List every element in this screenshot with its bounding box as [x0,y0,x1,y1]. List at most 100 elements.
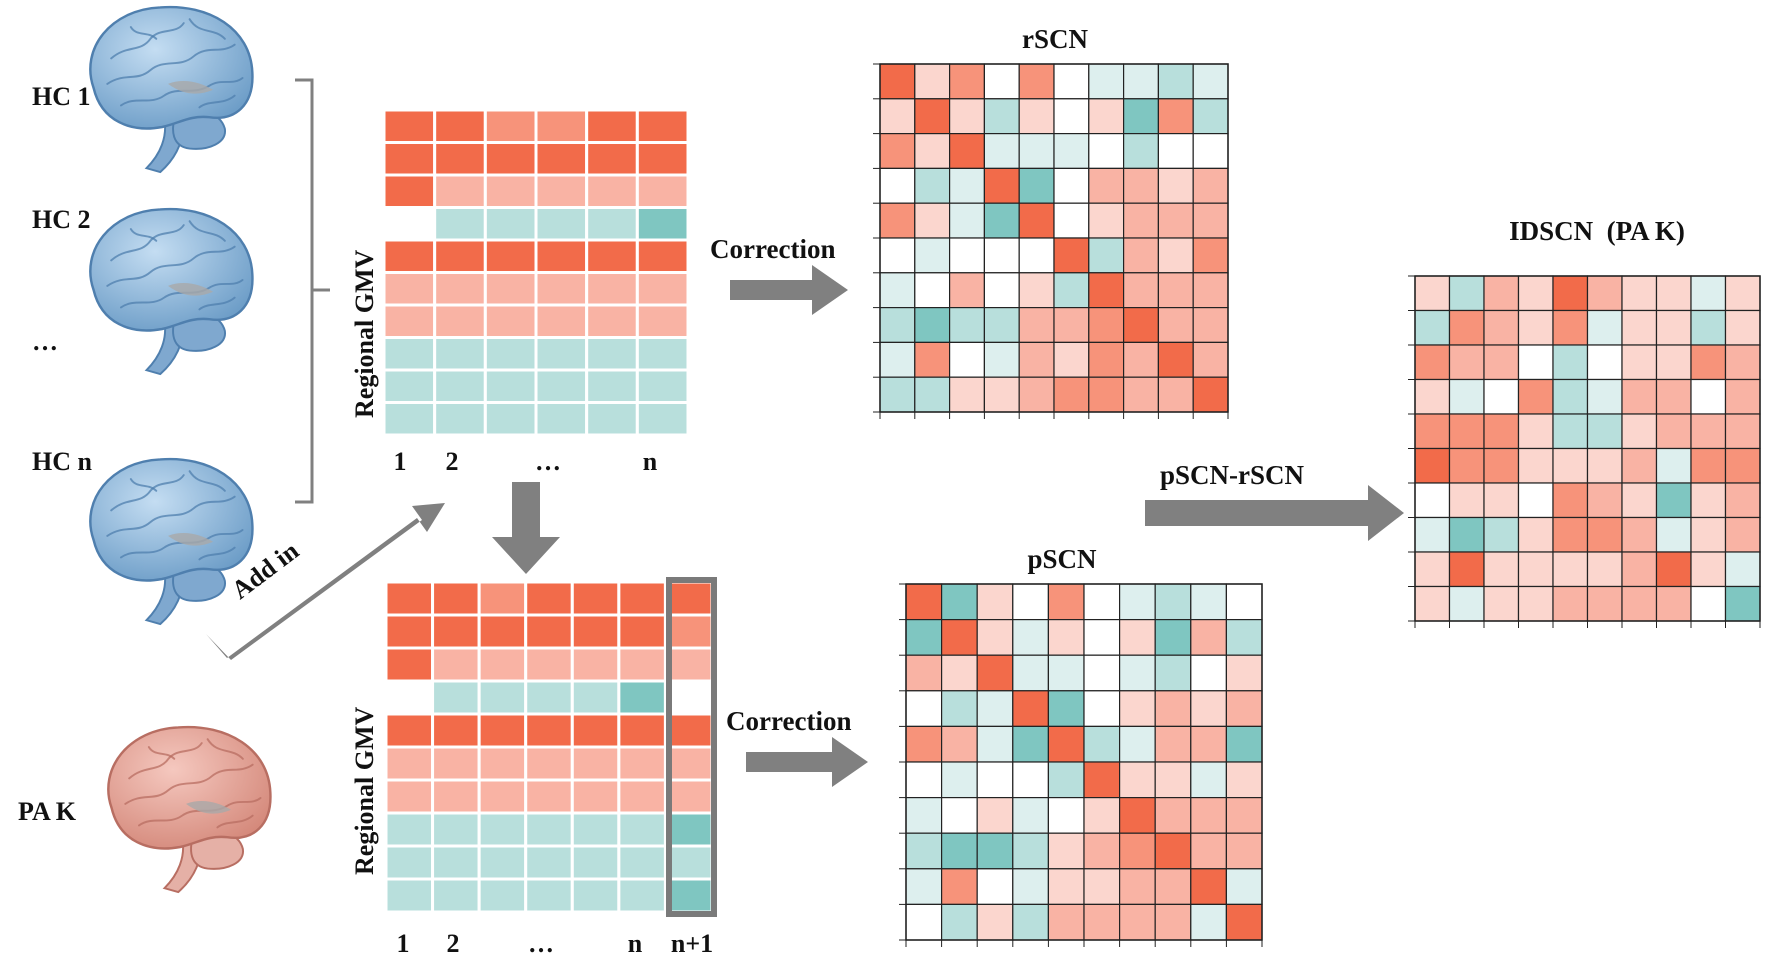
gmv-cell [570,811,621,848]
hc-brain-icon [89,207,254,376]
matrix-cell [1047,903,1085,941]
matrix-cell [1448,344,1485,381]
matrix-cell [1118,654,1156,692]
gmv-bottom-xtick: … [528,929,554,958]
gmv-cell [663,646,714,683]
matrix-cell [1655,413,1692,450]
gmv-cell [384,877,435,914]
matrix-cell [983,202,1020,239]
pscn-title: pSCN [1027,544,1097,574]
matrix-cell [905,725,943,763]
matrix-cell [1118,832,1156,870]
matrix-cell [1517,551,1554,588]
matrix-cell [1190,690,1228,727]
matrix-cell [1517,413,1554,450]
gmv-cell [524,745,574,782]
matrix-cell [1192,237,1229,274]
gmv-cell [663,580,714,617]
matrix-cell [1621,275,1658,312]
matrix-cell [1118,796,1156,834]
matrix-cell [1018,167,1055,204]
brain-fold [129,478,158,492]
idscn-matrix [1408,275,1761,628]
matrix-cell [1053,167,1090,204]
matrix-cell [1621,585,1658,622]
matrix-cell [905,618,943,656]
matrix-cell [905,903,943,941]
correction-top-label: Correction [710,234,835,264]
matrix-cell [1018,272,1055,309]
matrix-cell [1448,551,1485,588]
matrix-cell [1552,551,1589,588]
matrix-cell [976,690,1014,727]
gmv-cell [433,238,487,274]
matrix-cell [1448,447,1485,484]
gmv-cell [635,206,690,242]
matrix-cell [1083,618,1121,656]
matrix-cell [1012,868,1049,905]
matrix-cell [1012,654,1049,692]
matrix-cell [1047,868,1085,905]
matrix-cell [1047,583,1085,621]
matrix-cell [905,690,943,727]
matrix-cell [1690,275,1727,312]
gmv-cell [534,206,589,242]
hc-2-label: HC 2 [32,205,91,234]
matrix-cell [1088,167,1125,204]
gmv-cell [617,745,667,782]
matrix-cell [1053,272,1090,309]
matrix-cell [1690,378,1727,415]
matrix-cell [1154,654,1192,692]
matrix-cell [914,237,951,274]
correction-bottom-label: Correction [726,706,851,736]
matrix-cell [1483,585,1520,622]
brain-fold [106,43,236,85]
matrix-cell [940,832,978,870]
matrix-cell [983,237,1020,274]
gmv-cell [384,580,435,617]
gmv-cell [384,811,435,848]
matrix-cell [1586,413,1623,450]
gmv-cell [384,778,435,815]
gmv-cell [585,271,639,307]
matrix-cell [1083,654,1121,692]
matrix-cell [1586,585,1623,622]
matrix-cell [1047,796,1085,834]
difference-label: pSCN-rSCN [1160,460,1305,490]
matrix-cell [983,98,1020,135]
gmv-cell [382,206,437,242]
matrix-cell [1225,690,1263,727]
gmv-cell [483,238,538,274]
matrix-cell [1655,309,1692,346]
gmv-cell [617,844,667,881]
gmv-cell [534,238,589,274]
matrix-cell [1724,516,1761,553]
gmv-cell [635,108,690,144]
matrix-cell [1517,585,1554,622]
matrix-cell [940,583,978,621]
matrix-cell [1118,725,1156,763]
matrix-cell [976,654,1014,692]
gmv-cell [585,108,639,144]
brain-fold [106,495,236,537]
gmv-cell [570,844,621,881]
matrix-cell [1122,272,1159,309]
matrix-cell [1053,98,1090,135]
matrix-cell [983,272,1020,309]
gmv-cell [477,679,528,716]
matrix-cell [879,341,916,378]
gmv-cell [382,368,437,404]
matrix-cell [1586,275,1623,312]
matrix-cell [1012,796,1049,834]
matrix-cell [1154,761,1192,799]
gmv-cell [585,401,639,437]
lateral-sulcus [168,81,214,94]
matrix-cell [1655,516,1692,553]
matrix-cell [1552,447,1589,484]
brain-fold [188,18,226,40]
gmv-cell [524,844,574,881]
gmv-cell [483,173,538,209]
gmv-cell [431,646,481,683]
matrix-cell [1552,309,1589,346]
